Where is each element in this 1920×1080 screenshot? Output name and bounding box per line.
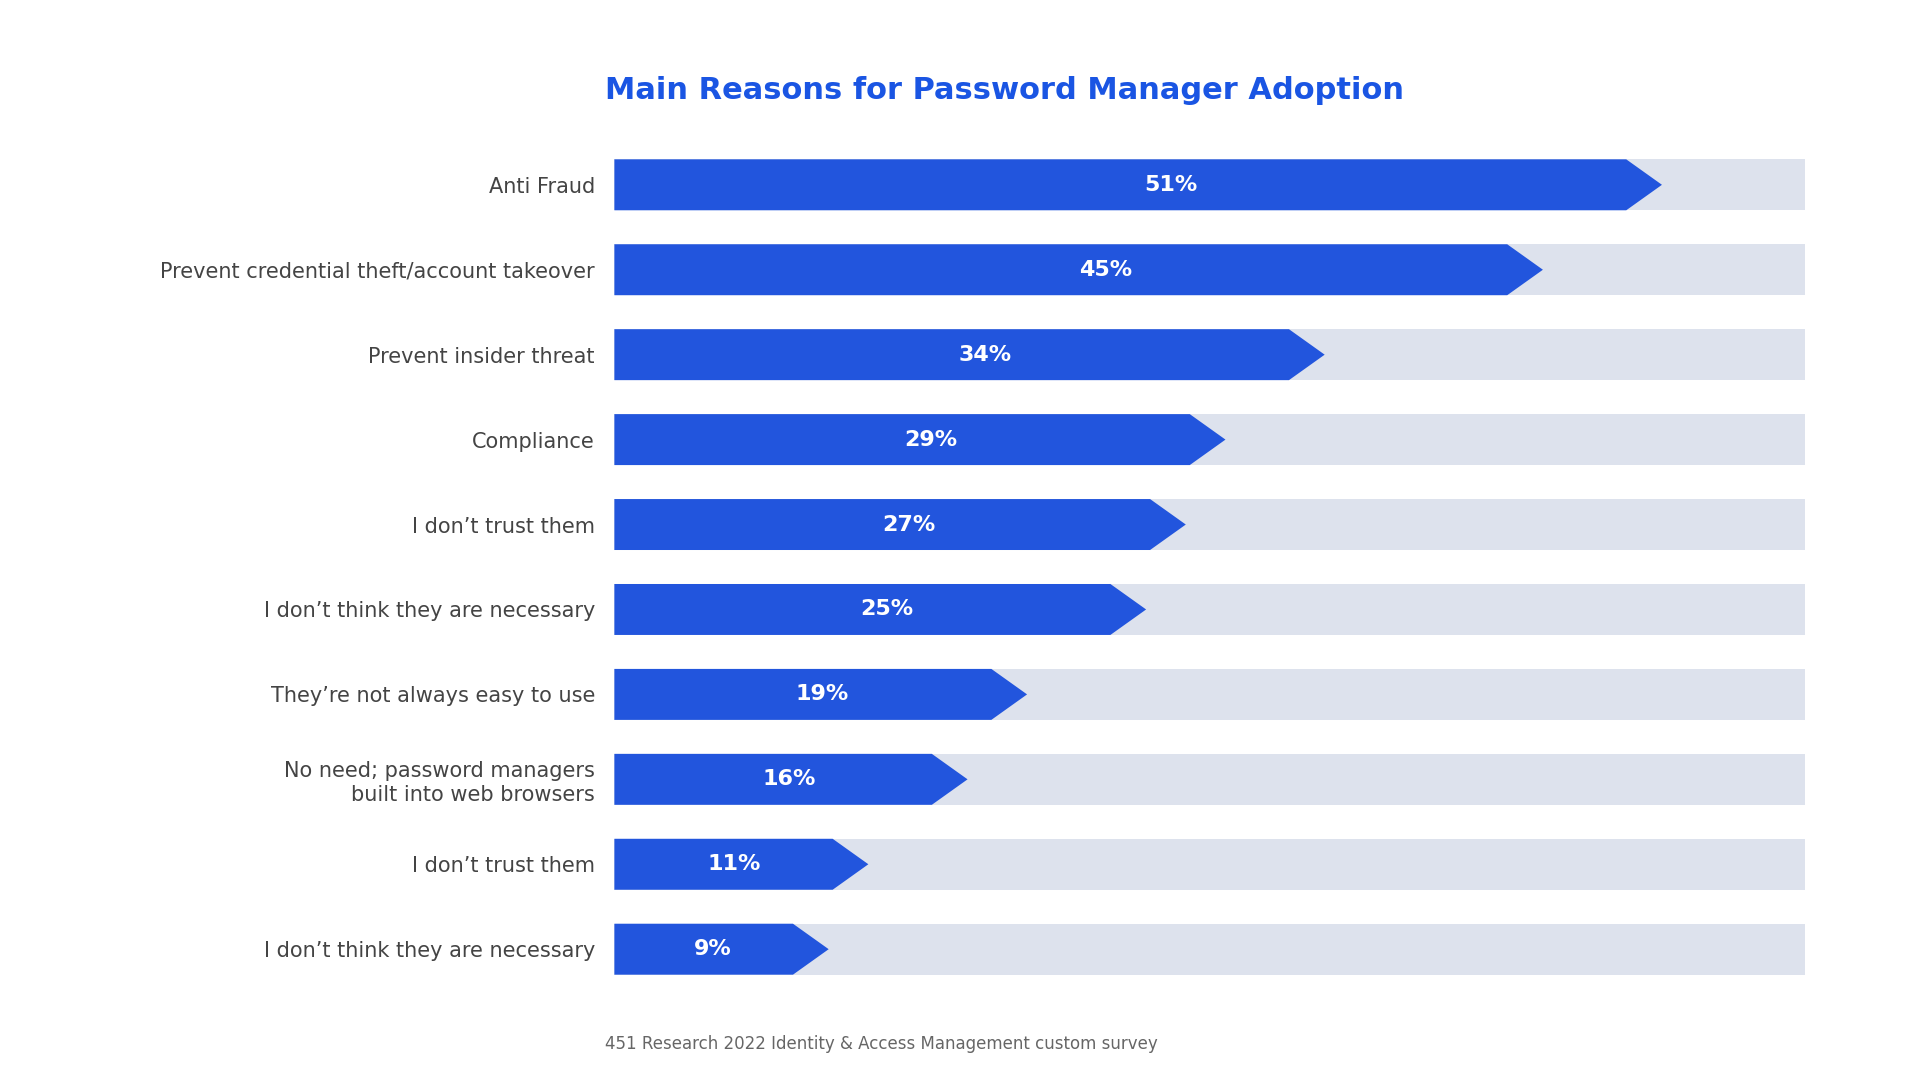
Text: 29%: 29% [904, 430, 958, 449]
Text: 11%: 11% [708, 854, 760, 875]
Text: 25%: 25% [860, 599, 914, 620]
Bar [614, 584, 1805, 635]
Text: 45%: 45% [1079, 259, 1133, 280]
Bar [614, 160, 1805, 211]
Bar [614, 669, 1805, 720]
Text: 9%: 9% [693, 940, 732, 959]
Text: 16%: 16% [762, 769, 816, 789]
Bar [614, 923, 1805, 974]
Polygon shape [614, 160, 1663, 211]
Text: 451 Research 2022 Identity & Access Management custom survey: 451 Research 2022 Identity & Access Mana… [605, 1035, 1158, 1053]
Text: 27%: 27% [883, 514, 935, 535]
Bar [614, 244, 1805, 295]
Bar [614, 414, 1805, 465]
Text: Main Reasons for Password Manager Adoption: Main Reasons for Password Manager Adopti… [605, 76, 1404, 105]
Text: 34%: 34% [958, 345, 1012, 365]
Text: 51%: 51% [1144, 175, 1198, 194]
Polygon shape [614, 584, 1146, 635]
Bar [614, 329, 1805, 380]
Polygon shape [614, 839, 868, 890]
Text: 19%: 19% [795, 685, 849, 704]
Polygon shape [614, 244, 1544, 295]
Polygon shape [614, 499, 1187, 550]
Bar [614, 754, 1805, 805]
Polygon shape [614, 669, 1027, 720]
Bar [614, 499, 1805, 550]
Polygon shape [614, 329, 1325, 380]
Polygon shape [614, 414, 1225, 465]
Polygon shape [614, 754, 968, 805]
Bar [614, 839, 1805, 890]
Polygon shape [614, 923, 829, 974]
